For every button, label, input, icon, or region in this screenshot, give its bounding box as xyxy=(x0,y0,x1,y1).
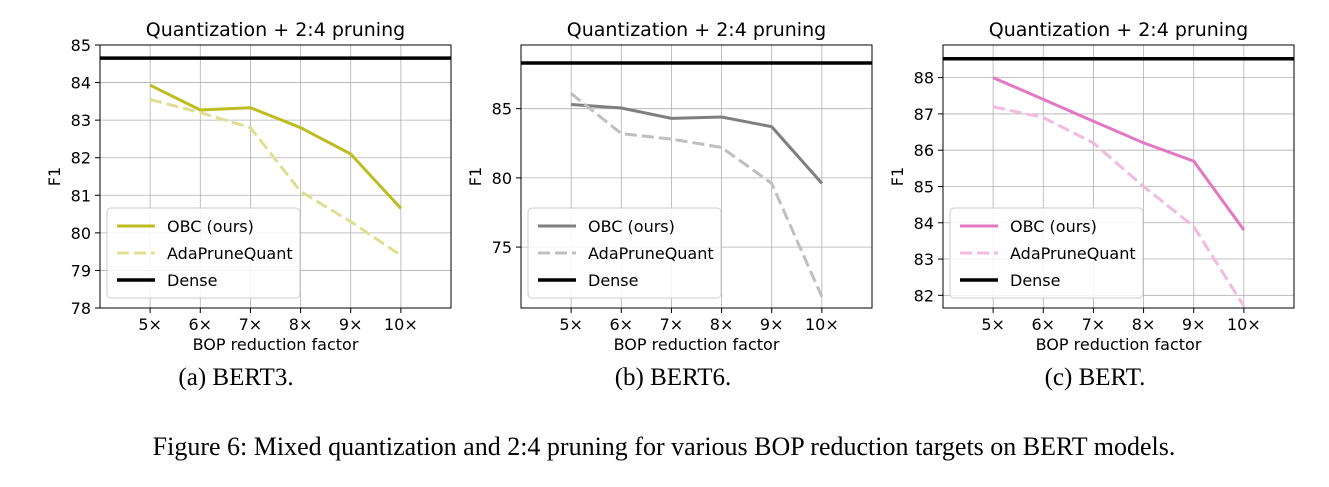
legend-label: Dense xyxy=(588,271,638,290)
chart-panel-1: 5× 6× 7× 8× 9× 10× 78 79 80 81 82 83 84 85 Quantizatio… xyxy=(45,19,452,354)
y-tick-label: 83 xyxy=(914,250,934,269)
y-tick-label: 83 xyxy=(71,111,91,130)
x-tick-label: 10× xyxy=(1227,315,1261,334)
subcaption-b: (b) BERT6. xyxy=(614,364,732,391)
y-tick-label: 75 xyxy=(492,238,512,257)
y-tick-label: 81 xyxy=(71,186,91,205)
y-tick-label: 80 xyxy=(71,224,91,243)
legend: OBC (ours) AdaPruneQuant Dense xyxy=(527,207,722,299)
y-tick-label: 84 xyxy=(71,74,91,93)
legend-label: AdaPruneQuant xyxy=(167,244,293,263)
y-tick-label: 85 xyxy=(492,100,512,119)
y-tick-label: 78 xyxy=(71,299,91,318)
x-tick-label: 9× xyxy=(339,315,363,334)
figure-caption: Figure 6: Mixed quantization and 2:4 pru… xyxy=(152,432,1176,461)
legend-box xyxy=(106,207,301,299)
axes-frame xyxy=(99,44,452,309)
legend-label: Dense xyxy=(167,271,217,290)
x-axis-label: BOP reduction factor xyxy=(1036,335,1202,354)
y-tick-label: 85 xyxy=(71,36,91,55)
y-tick-label: 85 xyxy=(914,177,934,196)
series-adaprunequant-line xyxy=(570,92,824,298)
y-axis-label: F1 xyxy=(466,167,485,186)
y-tick-label: 84 xyxy=(914,214,934,233)
x-tick-label: 9× xyxy=(1182,315,1206,334)
series-obc-line xyxy=(992,76,1246,231)
x-tick-label: 8× xyxy=(289,315,313,334)
x-tick-label: 5× xyxy=(981,315,1005,334)
x-tick-label: 5× xyxy=(559,315,583,334)
y-axis-label: F1 xyxy=(888,167,907,186)
legend-label: OBC (ours) xyxy=(167,217,254,236)
series-adaprunequant-line xyxy=(149,98,402,257)
x-axis-label: BOP reduction factor xyxy=(614,335,780,354)
chart-title: Quantization + 2:4 pruning xyxy=(567,19,826,41)
x-tick-label: 5× xyxy=(138,315,162,334)
chart-panel-3: 5× 6× 7× 8× 9× 10× 82 83 84 85 86 87 88 Quantization … xyxy=(888,19,1295,354)
legend-box xyxy=(949,207,1144,299)
legend: OBC (ours) AdaPruneQuant Dense xyxy=(106,207,301,299)
x-tick-label: 8× xyxy=(710,315,734,334)
x-tick-label: 7× xyxy=(1082,315,1106,334)
subcaption-c: (c) BERT. xyxy=(1044,364,1146,391)
x-tick-label: 6× xyxy=(609,315,633,334)
x-axis-label: BOP reduction factor xyxy=(193,335,359,354)
x-tick-label: 7× xyxy=(239,315,263,334)
chart-title: Quantization + 2:4 pruning xyxy=(146,19,405,41)
series-group xyxy=(521,61,872,298)
legend-box xyxy=(527,207,722,299)
axes-frame xyxy=(520,44,873,309)
x-tick-label: 10× xyxy=(384,315,418,334)
series-obc-line xyxy=(570,103,824,185)
x-tick-label: 10× xyxy=(805,315,839,334)
y-tick-label: 82 xyxy=(71,149,91,168)
series-group xyxy=(100,56,451,257)
y-tick-label: 80 xyxy=(492,169,512,188)
y-tick-label: 86 xyxy=(914,141,934,160)
series-adaprunequant-line xyxy=(992,105,1246,307)
y-axis-label: F1 xyxy=(45,167,64,186)
x-tick-label: 7× xyxy=(660,315,684,334)
y-tick-label: 79 xyxy=(71,261,91,280)
y-tick-label: 82 xyxy=(914,286,934,305)
legend: OBC (ours) AdaPruneQuant Dense xyxy=(949,207,1144,299)
y-tick-label: 88 xyxy=(914,69,934,88)
series-obc-line xyxy=(149,83,403,210)
x-tick-label: 6× xyxy=(188,315,212,334)
series-group xyxy=(943,57,1294,307)
legend-label: AdaPruneQuant xyxy=(1010,244,1136,263)
x-tick-label: 9× xyxy=(760,315,784,334)
axes-frame xyxy=(942,44,1295,309)
x-tick-label: 8× xyxy=(1132,315,1156,334)
legend-label: OBC (ours) xyxy=(1010,217,1097,236)
x-tick-label: 6× xyxy=(1031,315,1055,334)
chart-title: Quantization + 2:4 pruning xyxy=(989,19,1248,41)
subcaption-a: (a) BERT3. xyxy=(178,364,294,391)
y-tick-label: 87 xyxy=(914,105,934,124)
legend-label: AdaPruneQuant xyxy=(588,244,714,263)
chart-panel-2: 5× 6× 7× 8× 9× 10× 75 80 85 Quantization + 2:4 pr… xyxy=(466,19,873,354)
legend-label: OBC (ours) xyxy=(588,217,675,236)
legend-label: Dense xyxy=(1010,271,1060,290)
